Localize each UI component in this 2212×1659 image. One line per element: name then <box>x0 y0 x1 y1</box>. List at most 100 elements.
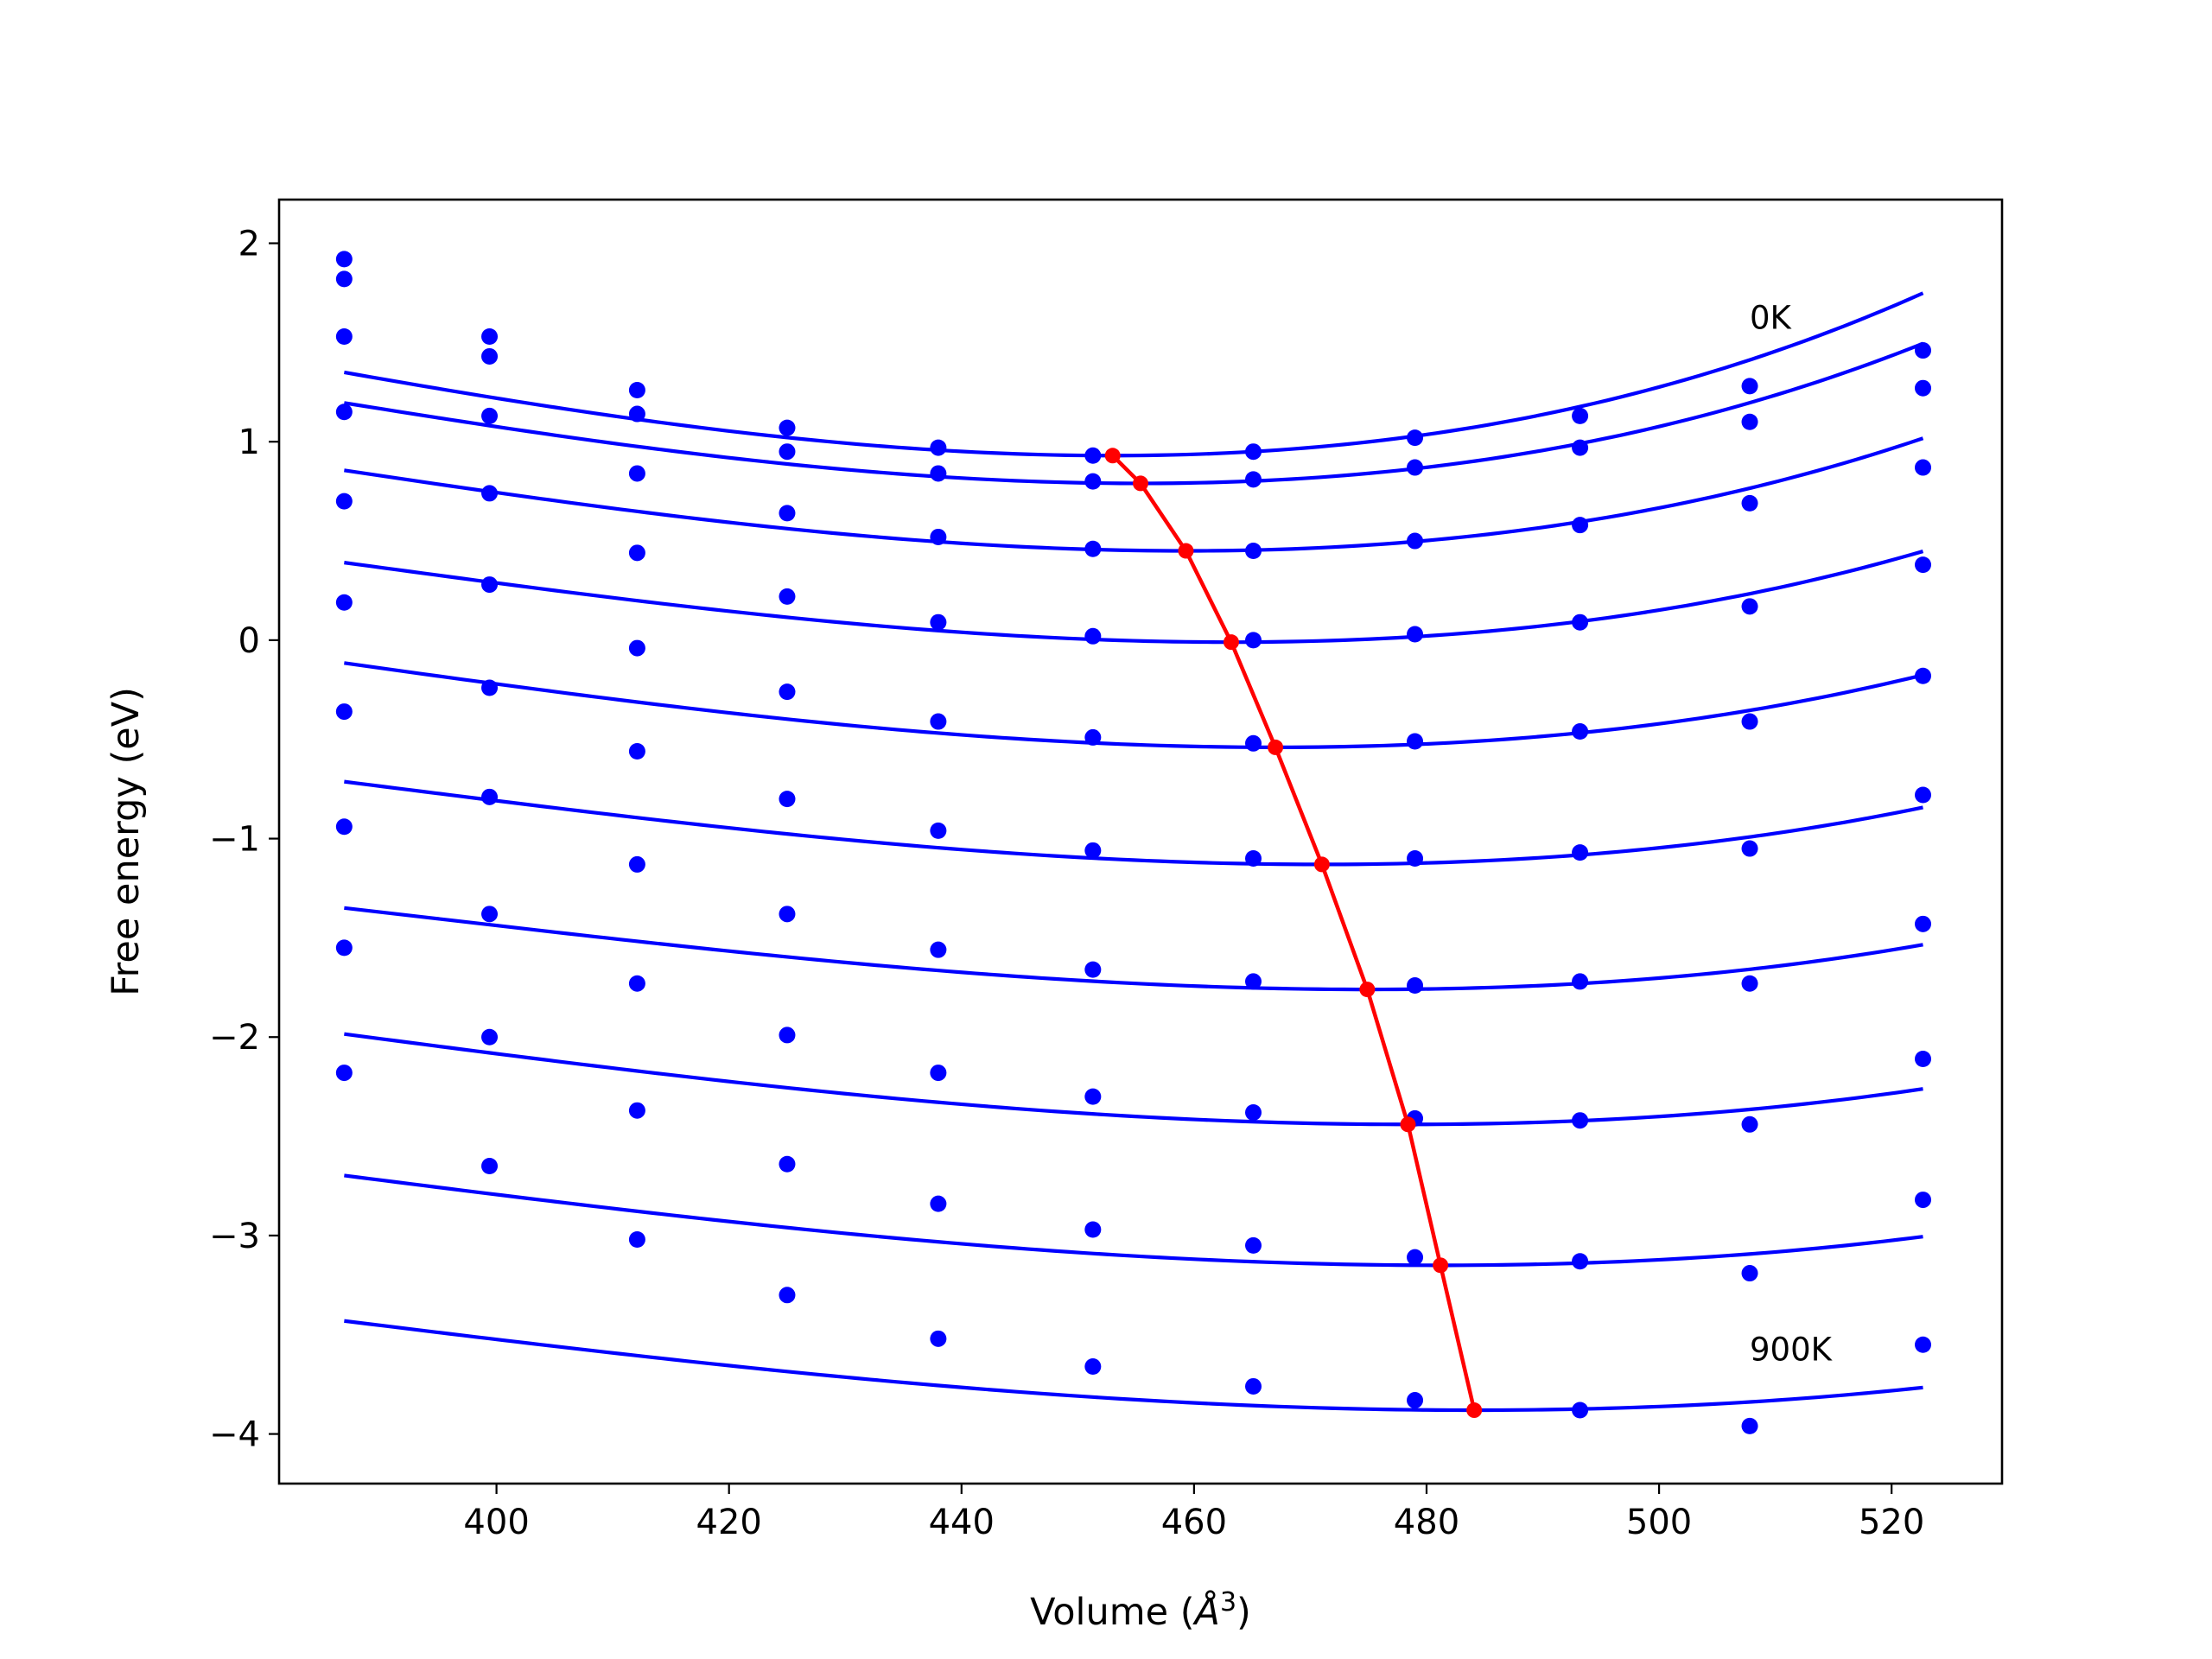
data-point <box>1572 613 1589 631</box>
x-tick-label: 500 <box>1626 1503 1692 1542</box>
data-point <box>1572 407 1589 424</box>
y-axis-label: Free energy (eV) <box>105 687 148 996</box>
data-point <box>335 1065 353 1082</box>
data-point <box>481 906 499 923</box>
x-tick-label: 480 <box>1394 1503 1459 1542</box>
fit-curve <box>344 1319 1923 1413</box>
data-point <box>628 975 645 992</box>
series-3 <box>335 404 1932 649</box>
data-point <box>1915 786 1932 804</box>
data-point <box>1407 626 1424 643</box>
data-point <box>1915 1192 1932 1209</box>
data-point <box>481 576 499 594</box>
data-point <box>779 791 796 808</box>
data-point <box>628 855 645 873</box>
data-point <box>1572 1112 1589 1129</box>
series-4 <box>335 493 1932 752</box>
data-point <box>1915 459 1932 476</box>
data-point <box>1741 413 1758 430</box>
data-point <box>1741 1417 1758 1434</box>
data-point <box>481 1158 499 1175</box>
data-point <box>1245 973 1262 990</box>
data-point <box>1572 973 1589 990</box>
data-point <box>481 407 499 424</box>
data-point <box>1245 443 1262 461</box>
x-tick-label: 460 <box>1161 1503 1227 1542</box>
series-0 <box>335 251 1932 464</box>
data-point <box>779 1027 796 1044</box>
data-point <box>1915 667 1932 684</box>
data-point <box>1407 1392 1424 1409</box>
minimum-point <box>1466 1402 1483 1419</box>
minimum-point <box>1433 1257 1449 1274</box>
data-point <box>628 639 645 657</box>
data-point <box>1084 540 1102 557</box>
data-point <box>779 683 796 701</box>
data-point <box>1084 1357 1102 1375</box>
data-point <box>1407 532 1424 550</box>
data-point <box>628 544 645 562</box>
data-point <box>779 419 796 436</box>
data-point <box>1245 850 1262 868</box>
data-point <box>1915 379 1932 397</box>
data-point <box>1245 1104 1262 1122</box>
data-point <box>779 443 796 461</box>
y-tick-label: −2 <box>209 1018 260 1058</box>
data-point <box>1084 1088 1102 1105</box>
data-point <box>930 713 947 730</box>
x-tick-label: 440 <box>929 1503 995 1542</box>
data-point <box>628 465 645 482</box>
data-point <box>628 381 645 398</box>
y-tick-label: −3 <box>209 1217 260 1256</box>
data-point <box>930 822 947 839</box>
data-point <box>1407 977 1424 995</box>
fit-curve <box>344 1173 1923 1268</box>
data-point <box>1741 598 1758 615</box>
data-point <box>930 941 947 958</box>
data-point <box>930 439 947 456</box>
data-point <box>1741 975 1758 992</box>
label-0k: 0K <box>1750 299 1793 336</box>
y-tick-label: −4 <box>209 1415 260 1455</box>
y-tick-label: −1 <box>209 820 260 860</box>
fit-curve <box>344 779 1923 867</box>
minimum-point <box>1178 543 1194 559</box>
data-point <box>930 465 947 482</box>
data-point <box>1741 1265 1758 1282</box>
minimum-point <box>1104 448 1121 464</box>
y-tick-label: 1 <box>238 423 260 462</box>
data-point <box>1245 734 1262 752</box>
fit-curve <box>344 1032 1923 1127</box>
data-point <box>1084 728 1102 746</box>
y-tick-label: 2 <box>238 225 260 264</box>
series-8 <box>335 939 1932 1282</box>
data-point <box>1572 723 1589 741</box>
data-point <box>481 485 499 502</box>
fit-curve <box>344 906 1923 992</box>
series-layer <box>335 251 1932 1434</box>
data-point <box>1084 1221 1102 1238</box>
data-point <box>779 505 796 522</box>
data-point <box>335 404 353 421</box>
data-point <box>1407 459 1424 476</box>
data-point <box>1572 439 1589 456</box>
data-point <box>1084 627 1102 645</box>
data-point <box>481 788 499 805</box>
data-point <box>1741 494 1758 512</box>
minimum-point <box>1223 634 1239 651</box>
x-axis-ticks: 400 420 440 460 480 500 520 <box>463 1484 1924 1542</box>
data-point <box>335 270 353 288</box>
label-900k: 900K <box>1750 1332 1834 1369</box>
data-point <box>1407 1249 1424 1266</box>
series-2 <box>335 327 1932 560</box>
data-point <box>1084 447 1102 464</box>
x-axis-label: Volume (Å3) <box>1030 1587 1251 1634</box>
x-tick-label: 520 <box>1859 1503 1924 1542</box>
minimum-point <box>1133 475 1148 492</box>
data-point <box>1572 844 1589 861</box>
data-point <box>335 818 353 836</box>
data-point <box>335 594 353 611</box>
data-point <box>1741 840 1758 857</box>
data-point <box>1572 1253 1589 1270</box>
